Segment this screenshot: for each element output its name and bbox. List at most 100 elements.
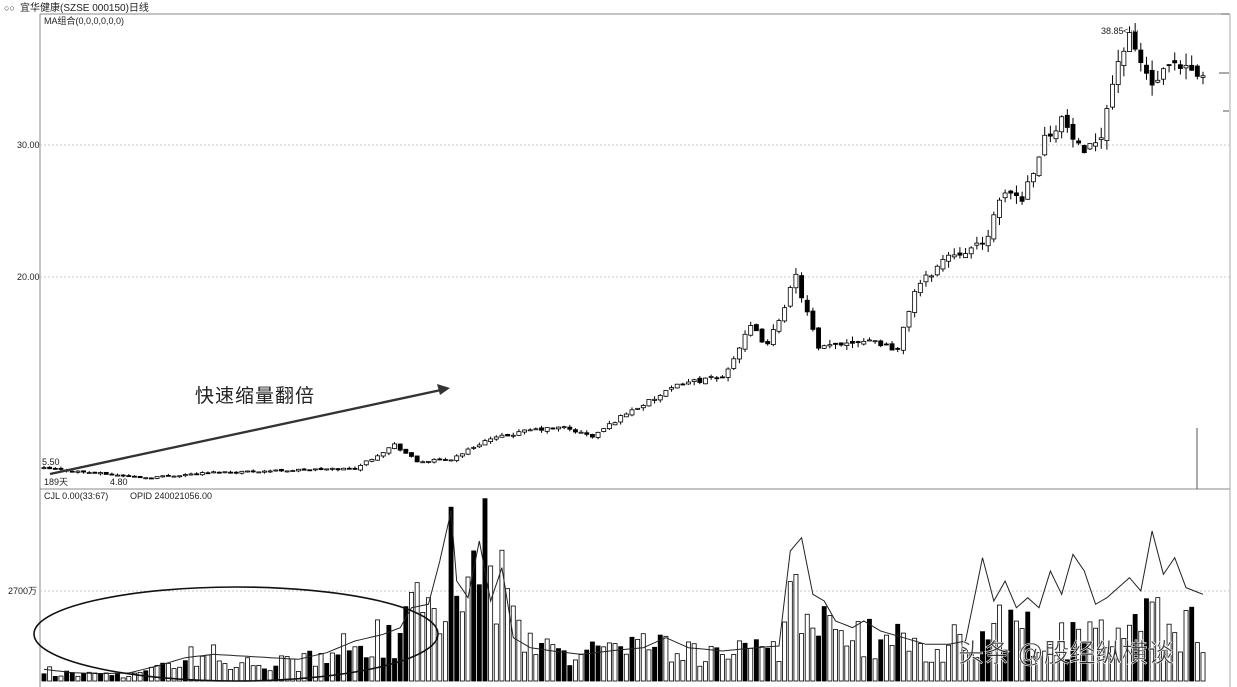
candle-body: [584, 432, 590, 435]
volume-bar: [256, 665, 262, 682]
volume-bar: [1121, 638, 1127, 682]
candle-body: [256, 471, 262, 474]
candle-body: [782, 307, 788, 322]
candle-body: [703, 377, 708, 385]
volume-bar: [674, 653, 680, 682]
candle-body: [516, 431, 522, 436]
volume-bar: [205, 654, 211, 682]
candle-body: [1081, 145, 1087, 154]
volume-bar: [1081, 642, 1087, 682]
candle-body: [1013, 192, 1019, 197]
candle-body: [968, 247, 974, 255]
candle-body: [47, 466, 53, 470]
candle-body: [652, 398, 658, 401]
candle-body: [623, 413, 629, 418]
candle-body: [454, 455, 460, 461]
volume-bar: [595, 645, 601, 682]
volume-bar: [397, 632, 403, 682]
volume-bar: [1183, 609, 1189, 682]
volume-bar: [352, 646, 358, 682]
volume-bar: [821, 606, 827, 682]
volume-bar: [584, 649, 590, 682]
candle-body: [499, 434, 505, 438]
volume-bar: [267, 670, 273, 682]
low-price-label: 4.80: [110, 477, 128, 487]
opid-label: OPID 240021056.00: [130, 491, 212, 501]
volume-bar: [861, 656, 867, 682]
candle-body: [697, 377, 703, 383]
candle-body: [872, 340, 878, 343]
candle-body: [770, 329, 776, 346]
volume-bar: [41, 673, 47, 682]
volume-bar: [635, 638, 641, 682]
candle-body: [1177, 64, 1183, 69]
candle-body: [369, 459, 375, 462]
volume-bar: [47, 666, 53, 682]
volume-bar: [403, 606, 409, 682]
volume-bar: [499, 549, 505, 682]
candle-body: [284, 470, 290, 473]
volume-bar: [426, 597, 431, 682]
candle-body: [267, 470, 273, 473]
candle-body: [476, 444, 482, 448]
volume-bar: [940, 661, 946, 682]
candle-body: [1138, 49, 1144, 64]
volume-bar: [510, 605, 516, 682]
volume-bar: [375, 619, 381, 682]
candle-body: [883, 343, 889, 346]
volume-bar: [148, 666, 154, 682]
candle-body: [160, 475, 166, 478]
candle-body: [98, 472, 103, 475]
candle-body: [578, 431, 584, 434]
volume-bar: [454, 595, 460, 682]
volume-bar: [1138, 630, 1144, 682]
candle-body: [1172, 60, 1178, 64]
candle-body: [618, 415, 624, 423]
volume-bar: [318, 653, 324, 682]
volume-bar: [177, 666, 183, 682]
volume-bar: [612, 643, 618, 682]
volume-bar: [420, 612, 426, 682]
volume-bar: [233, 667, 239, 682]
candle-body: [222, 471, 228, 474]
candle-body: [731, 358, 737, 369]
trend-arrow-head: [437, 384, 450, 395]
volume-bar: [1070, 622, 1076, 682]
volume-bar: [1013, 620, 1019, 682]
candle-body: [635, 407, 641, 410]
volume-bar: [1030, 655, 1036, 682]
low-volume-ellipse: [33, 586, 439, 682]
candle-body: [86, 472, 92, 474]
volume-bar: [1064, 659, 1070, 682]
candle-body: [41, 467, 47, 469]
volume-bar: [567, 665, 573, 682]
candle-body: [510, 434, 516, 437]
candle-body: [273, 469, 279, 472]
candle-body: [1025, 181, 1031, 200]
volume-bar: [1155, 597, 1161, 682]
candle-body: [312, 468, 318, 471]
candle-body: [573, 429, 578, 433]
volume-bar: [465, 576, 471, 682]
candle-body: [1064, 114, 1070, 128]
candle-body: [895, 347, 901, 350]
volume-bar: [250, 665, 256, 682]
volume-bar: [228, 669, 234, 682]
candle-body: [171, 475, 177, 478]
volume-bar: [850, 640, 855, 682]
candle-body: [1194, 65, 1200, 77]
candle-body: [352, 467, 358, 470]
candle-body: [720, 376, 725, 379]
candle-body: [205, 472, 211, 475]
volume-bar: [471, 550, 477, 682]
volume-bar: [787, 581, 793, 682]
start-price-label: 5.50: [42, 457, 60, 467]
volume-bar: [171, 668, 177, 682]
candle-body: [912, 291, 918, 313]
candle-body: [539, 427, 544, 431]
candle-body: [889, 343, 895, 351]
volume-bar: [980, 631, 985, 682]
volume-bar: [1177, 651, 1183, 682]
